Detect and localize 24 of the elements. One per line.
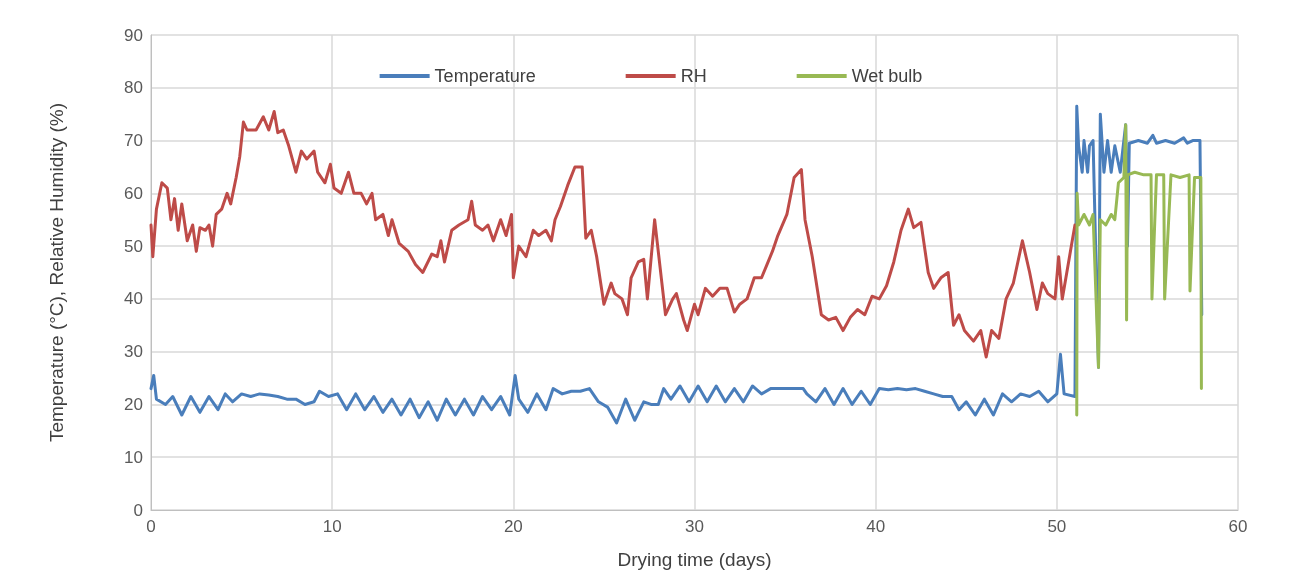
line-series (149, 110, 1077, 359)
x-tick-label: 20 (503, 517, 523, 536)
y-tick-label: 80 (124, 78, 143, 98)
y-tick-label: 90 (124, 25, 143, 45)
y-tick-label: 0 (133, 500, 143, 520)
legend-label: Wet bulb (851, 66, 923, 86)
x-tick-label: 10 (322, 517, 342, 536)
line-series (1075, 123, 1203, 417)
x-tick-label: 30 (685, 517, 704, 536)
y-tick-label: 50 (124, 236, 143, 256)
y-tick-label: 60 (124, 183, 143, 203)
legend-label: Temperature (434, 66, 536, 86)
x-tick-label: 40 (866, 517, 886, 536)
x-tick-label: 60 (1228, 517, 1248, 536)
y-tick-label: 10 (124, 447, 143, 467)
legend-label: RH (680, 66, 707, 86)
y-tick-label: 70 (124, 131, 143, 151)
y-tick-label: 30 (124, 342, 143, 362)
y-tick-label: 20 (124, 394, 143, 414)
y-axis-title: Temperature (°C), Relative Humidity (%) (46, 102, 67, 443)
x-tick-label: 0 (146, 517, 156, 536)
y-tick-label: 40 (124, 289, 143, 309)
x-tick-label: 50 (1047, 517, 1067, 536)
x-axis-title: Drying time (days) (617, 549, 772, 570)
